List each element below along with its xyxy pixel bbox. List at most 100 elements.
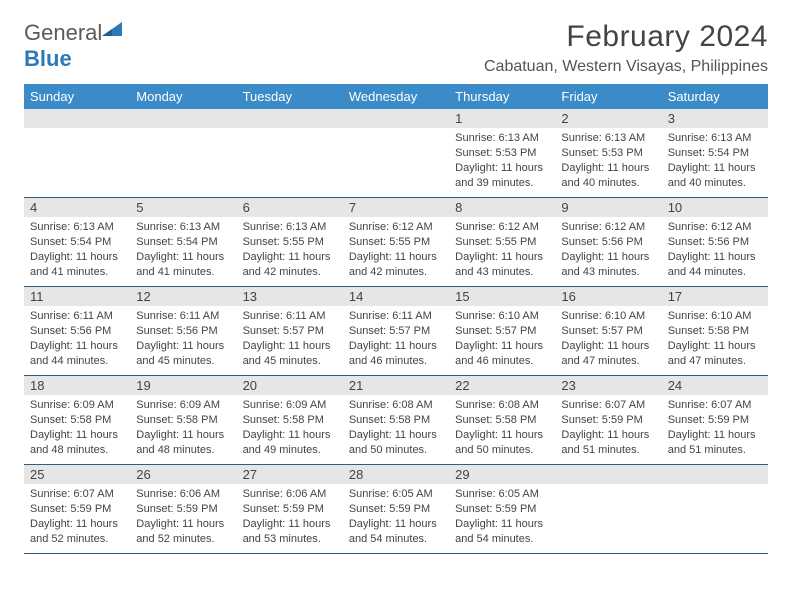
calendar-day: 8Sunrise: 6:12 AMSunset: 5:55 PMDaylight… xyxy=(449,198,555,286)
day-details: Sunrise: 6:13 AMSunset: 5:53 PMDaylight:… xyxy=(449,128,555,194)
calendar-day xyxy=(237,109,343,197)
sunrise-line: Sunrise: 6:08 AM xyxy=(455,399,539,411)
day-number xyxy=(343,109,449,128)
daylight-line: Daylight: 11 hours and 48 minutes. xyxy=(30,429,118,456)
day-details: Sunrise: 6:10 AM Sunset: 5:57 PM Daylight:… xyxy=(555,306,661,372)
day-number: 26 xyxy=(130,465,236,484)
day-number: 6 xyxy=(237,198,343,217)
sunrise-line: Sunrise: 6:07 AM xyxy=(561,399,645,411)
day-number: 7 xyxy=(343,198,449,217)
dow-tuesday: Tuesday xyxy=(237,84,343,109)
sunrise-line: Sunrise: 6:11 AM xyxy=(349,310,432,322)
calendar-day: 25Sunrise: 6:07 AMSunset: 5:59 PMDayligh… xyxy=(24,465,130,553)
day-number: 25 xyxy=(24,465,130,484)
day-details: Sunrise: 6:05 AMSunset: 5:59 PMDaylight:… xyxy=(449,484,555,550)
day-details: Sunrise: 6:06 AM Sunset: 5:59 PM Daylight:… xyxy=(237,484,343,550)
calendar-day: 12Sunrise: 6:11 AMSunset: 5:56 PMDayligh… xyxy=(130,287,236,375)
sunset-line: Sunset: 5:57 PM xyxy=(455,325,536,337)
daylight-line: Daylight: 11 hours and 42 minutes. xyxy=(349,251,437,278)
daylight-line: Daylight: 11 hours and 40 minutes. xyxy=(561,162,649,189)
sunset-line: Sunset: 5:55 PM xyxy=(349,236,430,248)
day-details xyxy=(130,128,236,135)
day-details: Sunrise: 6:11 AMSunset: 5:56 PMDaylight:… xyxy=(24,306,130,372)
sunrise-line: Sunrise: 6:09 AM xyxy=(30,399,114,411)
sunset-line: Sunset: 5:54 PM xyxy=(136,236,217,248)
day-details: Sunrise: 6:13 AMSunset: 5:53 PMDaylight:… xyxy=(555,128,661,194)
day-details: Sunrise: 6:13 AMSunset: 5:54 PMDaylight:… xyxy=(662,128,768,194)
location-text: Cabatuan, Western Visayas, Philippines xyxy=(484,58,768,76)
calendar-day: 9Sunrise: 6:12 AMSunset: 5:56 PMDaylight… xyxy=(555,198,661,286)
header: GeneralBlue February 2024 Cabatuan, West… xyxy=(24,20,768,76)
calendar-day xyxy=(662,465,768,553)
calendar-day: 21Sunrise: 6:08 AMSunset: 5:58 PMDayligh… xyxy=(343,376,449,464)
calendar-day: 3Sunrise: 6:13 AMSunset: 5:54 PMDaylight… xyxy=(662,109,768,197)
day-details: Sunrise: 6:10 AMSunset: 5:57 PMDaylight:… xyxy=(449,306,555,372)
flag-icon xyxy=(102,20,122,46)
daylight-line: Daylight: 11 hours and 43 minutes. xyxy=(455,251,543,278)
day-number: 9 xyxy=(555,198,661,217)
day-details: Sunrise: 6:12 AMSunset: 5:56 PMDaylight:… xyxy=(662,217,768,283)
sunset-line: Sunset: 5:59 PM xyxy=(243,503,324,515)
sunset-line: Sunset: 5:59 PM xyxy=(136,503,217,515)
calendar-week: 1Sunrise: 6:13 AMSunset: 5:53 PMDaylight… xyxy=(24,109,768,198)
daylight-line: Daylight: 11 hours and 41 minutes. xyxy=(30,251,118,278)
brand-logo: GeneralBlue xyxy=(24,20,122,72)
daylight-line: Daylight: 11 hours and 51 minutes. xyxy=(668,429,756,456)
day-number: 28 xyxy=(343,465,449,484)
daylight-line: Daylight: 11 hours and 47 minutes. xyxy=(561,340,649,367)
calendar-day: 19Sunrise: 6:09 AMSunset: 5:58 PMDayligh… xyxy=(130,376,236,464)
daylight-line: Daylight: 11 hours and 49 minutes. xyxy=(243,429,331,456)
calendar-day: 18Sunrise: 6:09 AMSunset: 5:58 PMDayligh… xyxy=(24,376,130,464)
day-number: 23 xyxy=(555,376,661,395)
sunrise-line: Sunrise: 6:06 AM xyxy=(136,488,220,500)
dow-thursday: Thursday xyxy=(449,84,555,109)
daylight-line: Daylight: 11 hours and 47 minutes. xyxy=(668,340,756,367)
day-number: 4 xyxy=(24,198,130,217)
sunrise-line: Sunrise: 6:06 AM xyxy=(243,488,327,500)
sunset-line: Sunset: 5:57 PM xyxy=(561,325,642,337)
day-details xyxy=(343,128,449,135)
sunrise-line: Sunrise: 6:12 AM xyxy=(455,221,539,233)
daylight-line: Daylight: 11 hours and 54 minutes. xyxy=(349,518,437,545)
calendar-day: 22Sunrise: 6:08 AMSunset: 5:58 PMDayligh… xyxy=(449,376,555,464)
sunrise-line: Sunrise: 6:10 AM xyxy=(455,310,539,322)
sunset-line: Sunset: 5:58 PM xyxy=(30,414,111,426)
day-details: Sunrise: 6:09 AMSunset: 5:58 PMDaylight:… xyxy=(130,395,236,461)
calendar-day: 2Sunrise: 6:13 AMSunset: 5:53 PMDaylight… xyxy=(555,109,661,197)
day-number xyxy=(662,465,768,484)
daylight-line: Daylight: 11 hours and 53 minutes. xyxy=(243,518,331,545)
day-details: Sunrise: 6:10 AMSunset: 5:58 PMDaylight:… xyxy=(662,306,768,372)
sunrise-line: Sunrise: 6:09 AM xyxy=(243,399,327,411)
calendar-day: 6Sunrise: 6:13 AMSunset: 5:55 PMDaylight… xyxy=(237,198,343,286)
day-number: 1 xyxy=(449,109,555,128)
day-details: Sunrise: 6:05 AM Sunset: 5:59 PM Daylight:… xyxy=(343,484,449,550)
title-block: February 2024 Cabatuan, Western Visayas,… xyxy=(484,20,768,76)
sunrise-line: Sunrise: 6:12 AM xyxy=(349,221,433,233)
day-number: 15 xyxy=(449,287,555,306)
day-details: Sunrise: 6:07 AMSunset: 5:59 PMDaylight:… xyxy=(662,395,768,461)
brand-word1: General xyxy=(24,20,102,45)
calendar-day: 13Sunrise: 6:11 AMSunset: 5:57 PMDayligh… xyxy=(237,287,343,375)
calendar-day xyxy=(130,109,236,197)
day-details: Sunrise: 6:12 AMSunset: 5:56 PMDaylight:… xyxy=(555,217,661,283)
sunset-line: Sunset: 5:59 PM xyxy=(668,414,749,426)
page-title: February 2024 xyxy=(484,20,768,54)
day-number: 14 xyxy=(343,287,449,306)
day-details: Sunrise: 6:11 AMSunset: 5:57 PMDaylight:… xyxy=(237,306,343,372)
sunrise-line: Sunrise: 6:08 AM xyxy=(349,399,433,411)
sunset-line: Sunset: 5:58 PM xyxy=(455,414,536,426)
sunset-line: Sunset: 5:59 PM xyxy=(30,503,111,515)
sunrise-line: Sunrise: 6:12 AM xyxy=(668,221,752,233)
sunrise-line: Sunrise: 6:05 AM xyxy=(349,488,433,500)
sunset-line: Sunset: 5:59 PM xyxy=(349,503,430,515)
brand-word2: Blue xyxy=(24,46,72,71)
sunrise-line: Sunrise: 6:10 AM xyxy=(561,310,645,322)
sunset-line: Sunset: 5:58 PM xyxy=(349,414,430,426)
calendar-day: 15Sunrise: 6:10 AMSunset: 5:57 PMDayligh… xyxy=(449,287,555,375)
daylight-line: Daylight: 11 hours and 45 minutes. xyxy=(136,340,224,367)
sunset-line: Sunset: 5:58 PM xyxy=(243,414,324,426)
calendar-week: 18Sunrise: 6:09 AMSunset: 5:58 PMDayligh… xyxy=(24,376,768,465)
day-details: Sunrise: 6:11 AMSunset: 5:57 PMDaylight:… xyxy=(343,306,449,372)
daylight-line: Daylight: 11 hours and 39 minutes. xyxy=(455,162,543,189)
day-number xyxy=(555,465,661,484)
